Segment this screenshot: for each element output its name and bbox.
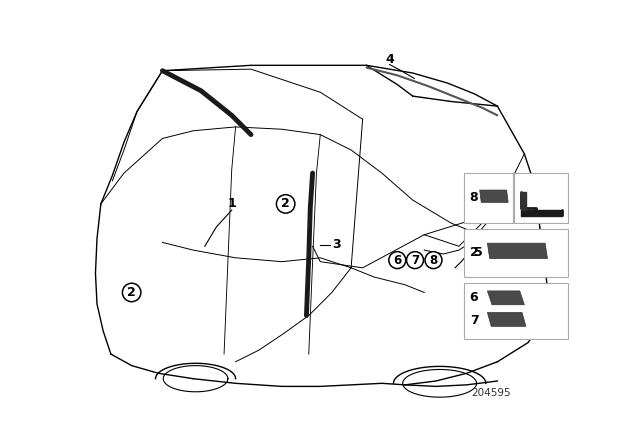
Bar (464, 283, 568, 339)
Text: 7: 7 (411, 254, 419, 267)
Text: 4: 4 (385, 53, 394, 66)
Circle shape (276, 195, 295, 213)
Text: 2: 2 (470, 246, 479, 259)
Circle shape (389, 252, 406, 269)
Polygon shape (488, 243, 547, 258)
Text: 5: 5 (474, 246, 483, 259)
Circle shape (425, 252, 442, 269)
Text: 204595: 204595 (472, 388, 511, 397)
Text: 8: 8 (469, 191, 477, 204)
Text: 7: 7 (470, 314, 479, 327)
Polygon shape (480, 190, 508, 202)
Polygon shape (488, 313, 526, 326)
Text: 2: 2 (127, 286, 136, 299)
Text: 8: 8 (429, 254, 438, 267)
Bar (515, 173, 568, 223)
Text: 3: 3 (332, 238, 340, 251)
Circle shape (406, 252, 424, 269)
Circle shape (122, 283, 141, 302)
Text: 6: 6 (470, 291, 478, 304)
Text: 2: 2 (281, 198, 290, 211)
Text: 1: 1 (227, 198, 236, 211)
Bar (464, 173, 513, 223)
Polygon shape (488, 291, 524, 305)
Bar (464, 229, 568, 277)
Text: 6: 6 (393, 254, 401, 267)
